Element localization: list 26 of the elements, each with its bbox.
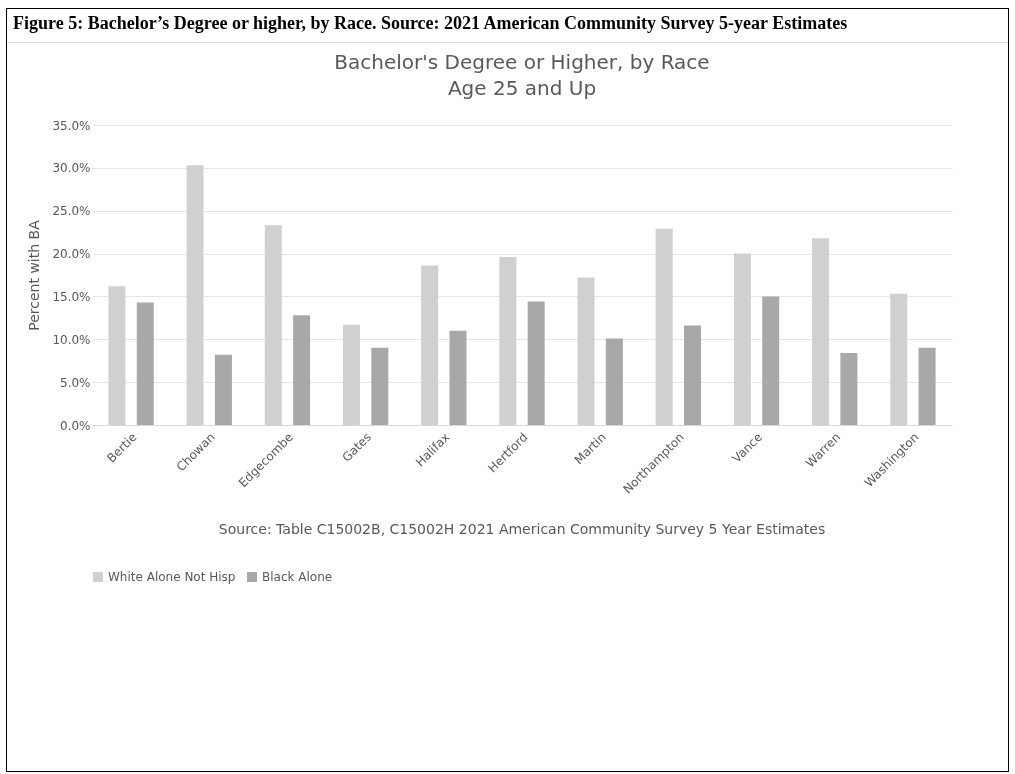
bar (840, 353, 858, 425)
bar (449, 330, 467, 425)
y-tick-label: 0.0% (60, 418, 91, 433)
y-tick-label: 25.0% (52, 204, 91, 219)
y-tick-label: 20.0% (52, 247, 91, 262)
y-tick-label: 15.0% (52, 289, 91, 304)
bar (371, 347, 389, 425)
bar (293, 315, 311, 425)
y-tick-label: 10.0% (52, 332, 91, 347)
bar (684, 325, 702, 425)
y-tick-label: 30.0% (52, 161, 91, 176)
legend-label: White Alone Not Hisp (108, 570, 236, 584)
bar (136, 302, 154, 425)
y-axis-title: Percent with BA (26, 219, 43, 331)
y-tick-label: 5.0% (60, 375, 91, 390)
y-tick-label: 35.0% (52, 118, 91, 133)
bar (918, 347, 936, 425)
chart-subtitle: Age 25 and Up (447, 76, 597, 100)
chart-title: Bachelor's Degree or Higher, by Race (334, 50, 710, 74)
bar (762, 296, 780, 425)
caption: Figure 5: Bachelor’s Degree or higher, by Race. Source: 2021 American Community Survey 5-year Estimates (7, 9, 1008, 43)
bar (214, 354, 232, 425)
bar (527, 301, 545, 425)
source-note: Source: Table C15002B, C15002H 2021 American Community Survey 5 Year Estimates (218, 521, 826, 537)
legend-label: Black Alone (262, 570, 333, 584)
bar (605, 338, 623, 425)
